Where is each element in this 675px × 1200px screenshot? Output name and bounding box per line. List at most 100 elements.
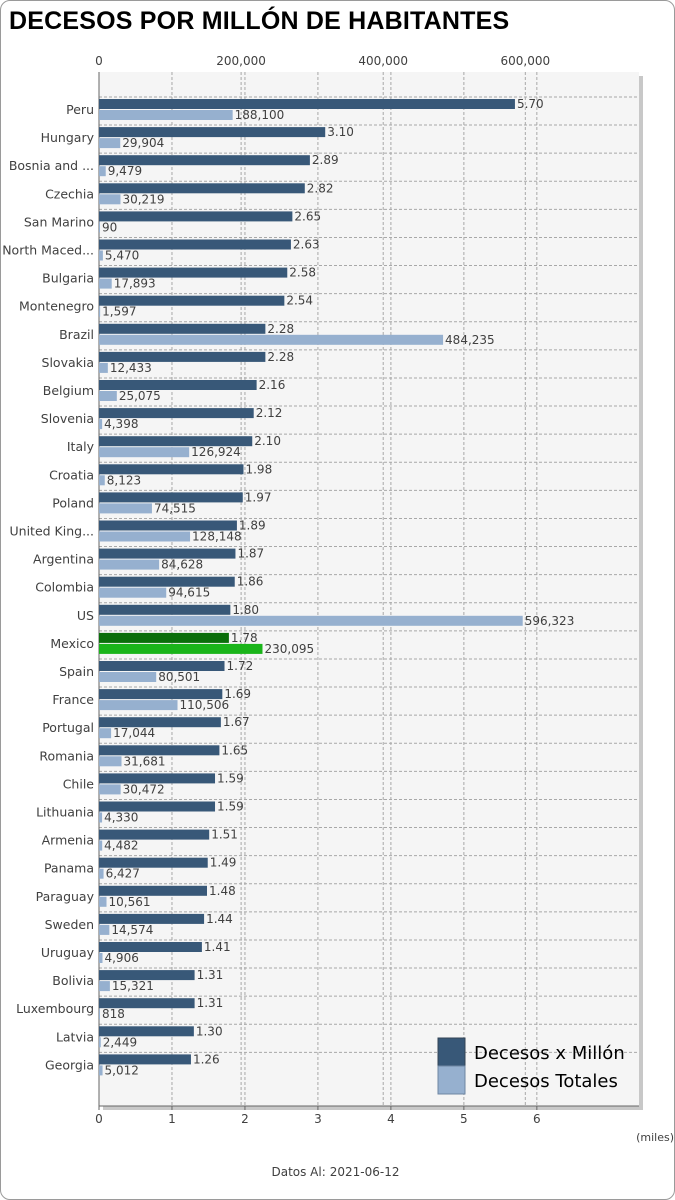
data-label-per-million: 1.89 bbox=[239, 519, 266, 533]
data-label-per-million: 1.80 bbox=[232, 603, 259, 617]
data-label-total: 1,597 bbox=[102, 305, 136, 319]
bar-chart: 0 200,000 400,000 600,000 0 1 2 3 4 5 6 (miles) Peru… bbox=[2, 54, 674, 1144]
bar-total bbox=[99, 391, 117, 401]
data-label-per-million: 2.28 bbox=[267, 350, 294, 364]
data-label-per-million: 1.67 bbox=[223, 715, 250, 729]
category-label: Slovenia bbox=[41, 411, 94, 426]
data-label-per-million: 1.26 bbox=[193, 1052, 220, 1066]
data-label-total: 31,681 bbox=[124, 754, 166, 768]
data-label-total: 12,433 bbox=[110, 361, 152, 375]
bar-per-million bbox=[99, 773, 216, 784]
bar-per-million bbox=[99, 745, 220, 756]
category-label: North Maced... bbox=[2, 243, 94, 258]
bar-total bbox=[99, 953, 103, 963]
category-label: Lithuania bbox=[36, 805, 94, 820]
category-label: Brazil bbox=[59, 327, 94, 342]
bottom-axis-tick-label: 2 bbox=[241, 1112, 249, 1126]
data-label-total: 10,561 bbox=[109, 895, 151, 909]
category-label: Luxembourg bbox=[16, 1001, 94, 1016]
category-label: Bolivia bbox=[52, 973, 94, 988]
bar-per-million bbox=[99, 998, 195, 1009]
category-label: Belgium bbox=[43, 383, 94, 398]
data-label-total: 80,501 bbox=[158, 670, 200, 684]
bar-per-million bbox=[99, 380, 257, 390]
top-axis-tick-label: 600,000 bbox=[501, 54, 551, 68]
bar-per-million bbox=[99, 632, 229, 643]
bar-per-million bbox=[99, 970, 195, 981]
bar-per-million bbox=[99, 604, 231, 615]
bar-total bbox=[99, 615, 523, 626]
bar-per-million bbox=[99, 942, 202, 952]
category-label: Colombia bbox=[35, 580, 94, 595]
top-axis-tick-label: 0 bbox=[95, 54, 103, 68]
bar-per-million bbox=[99, 239, 291, 250]
bar-per-million bbox=[99, 548, 236, 559]
category-label: Panama bbox=[44, 861, 94, 876]
bar-total bbox=[99, 672, 157, 682]
bar-total bbox=[99, 700, 178, 711]
bar-total bbox=[99, 250, 103, 261]
top-axis-tick-label: 400,000 bbox=[358, 54, 408, 68]
data-label-per-million: 2.58 bbox=[289, 266, 316, 280]
data-label-per-million: 2.63 bbox=[293, 238, 320, 252]
data-label-per-million: 2.82 bbox=[307, 181, 334, 195]
bottom-axis-tick-label: 3 bbox=[314, 1112, 322, 1126]
bar-per-million bbox=[99, 857, 208, 868]
chart-title: DECESOS POR MILLÓN DE HABITANTES bbox=[9, 7, 510, 35]
data-label-per-million: 2.10 bbox=[254, 434, 281, 448]
category-label: United King... bbox=[10, 524, 95, 539]
bar-total bbox=[99, 503, 152, 514]
data-label-per-million: 2.12 bbox=[256, 406, 283, 420]
category-label: Bulgaria bbox=[42, 271, 94, 286]
category-label: Latvia bbox=[56, 1029, 94, 1044]
bar-total bbox=[99, 278, 112, 289]
data-label-total: 30,472 bbox=[123, 782, 165, 796]
data-label-per-million: 1.86 bbox=[237, 575, 264, 589]
category-label: Czechia bbox=[45, 186, 94, 201]
legend-swatch-per-million bbox=[437, 1037, 466, 1067]
data-label-per-million: 1.31 bbox=[197, 968, 224, 982]
category-label: Hungary bbox=[41, 130, 95, 145]
unit-note: (miles) bbox=[636, 1131, 674, 1144]
data-label-per-million: 1.30 bbox=[196, 1024, 223, 1038]
bar-per-million bbox=[99, 408, 254, 419]
data-label-per-million: 1.44 bbox=[206, 912, 233, 926]
category-label: Bosnia and ... bbox=[9, 158, 94, 173]
bar-per-million bbox=[99, 661, 225, 671]
bar-total bbox=[99, 222, 100, 233]
bar-total bbox=[99, 531, 191, 542]
bar-total bbox=[99, 166, 106, 177]
legend-label-per-million: Decesos x Millón bbox=[474, 1043, 625, 1064]
data-label-total: 8,123 bbox=[107, 473, 141, 487]
footer: Datos Al: 2021-06-12 bbox=[0, 1165, 675, 1179]
bar-per-million bbox=[99, 267, 288, 278]
data-label-total: 84,628 bbox=[161, 558, 203, 572]
category-label: Mexico bbox=[50, 636, 94, 651]
bar-total bbox=[99, 447, 190, 458]
data-label-per-million: 2.65 bbox=[294, 209, 321, 223]
bar-total bbox=[99, 981, 110, 992]
bar-per-million bbox=[99, 689, 223, 700]
footer-date: 2021-06-12 bbox=[329, 1165, 400, 1179]
data-label-total: 5,012 bbox=[105, 1063, 139, 1077]
bar-total bbox=[99, 643, 263, 654]
data-label-total: 4,482 bbox=[104, 839, 138, 853]
legend-swatch-total bbox=[437, 1065, 466, 1095]
bar-total bbox=[99, 334, 444, 345]
data-label-per-million: 2.16 bbox=[259, 378, 286, 392]
bar-total bbox=[99, 924, 110, 935]
bottom-axis-tick-label: 4 bbox=[387, 1112, 395, 1126]
bar-per-million bbox=[99, 576, 235, 587]
data-label-total: 74,515 bbox=[154, 501, 196, 515]
bar-per-million bbox=[99, 717, 221, 728]
data-label-per-million: 1.69 bbox=[224, 687, 251, 701]
bar-per-million bbox=[99, 99, 515, 109]
data-label-total: 596,323 bbox=[525, 614, 575, 628]
bar-per-million bbox=[99, 155, 310, 166]
category-label: Argentina bbox=[33, 552, 94, 567]
data-label-total: 230,095 bbox=[264, 642, 314, 656]
data-label-total: 6,427 bbox=[106, 867, 140, 881]
bar-total bbox=[99, 784, 121, 795]
category-label: Uruguay bbox=[41, 945, 95, 960]
category-label: Georgia bbox=[45, 1057, 94, 1072]
